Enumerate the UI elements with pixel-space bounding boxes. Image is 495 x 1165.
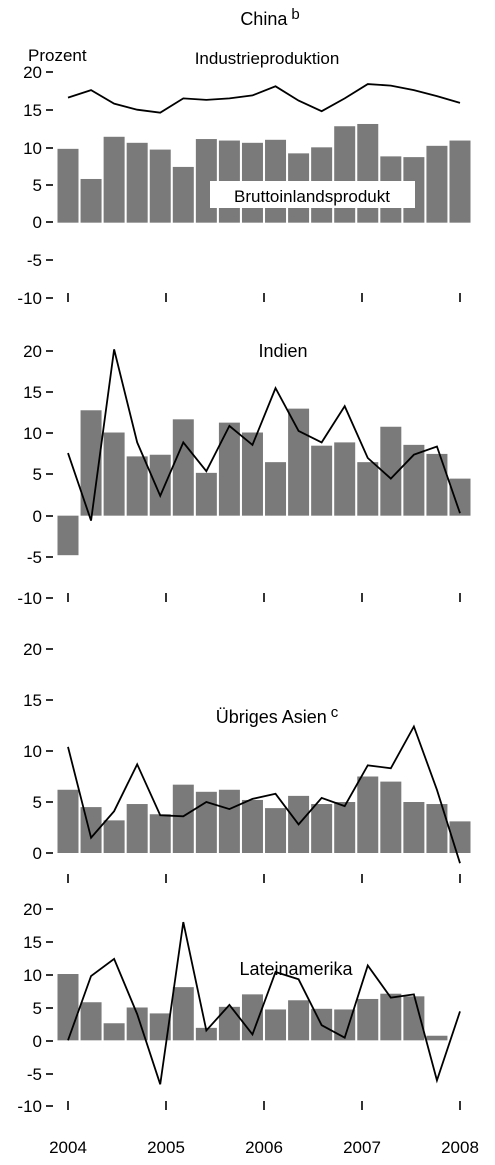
x-year-label: 2008 xyxy=(441,1138,479,1157)
y-tick-label: 15 xyxy=(23,383,42,402)
x-year-label: 2007 xyxy=(343,1138,381,1157)
gdp-bar xyxy=(173,419,194,515)
gdp-bar xyxy=(196,792,217,853)
y-tick-label: 5 xyxy=(33,999,42,1018)
y-tick-label: -10 xyxy=(17,1097,42,1116)
gdp-bar xyxy=(357,999,378,1040)
panel-title: Indien xyxy=(258,341,307,361)
gdp-bar xyxy=(265,808,286,853)
gdp-bar xyxy=(150,455,171,516)
panel-title-superscript: b xyxy=(291,6,299,23)
x-year-label: 2006 xyxy=(245,1138,283,1157)
y-tick-label: 15 xyxy=(23,101,42,120)
x-year-label: 2005 xyxy=(147,1138,185,1157)
gdp-bar xyxy=(334,802,355,853)
y-tick-label: 0 xyxy=(33,507,42,526)
panel-title-superscript: c xyxy=(331,704,339,721)
gdp-bar xyxy=(150,150,171,223)
gdp-bar xyxy=(104,820,125,853)
y-tick-label: 10 xyxy=(23,966,42,985)
gdp-bar xyxy=(426,146,447,223)
gdp-bar xyxy=(403,802,424,853)
gdp-bar xyxy=(196,473,217,516)
panel-title: Lateinamerika xyxy=(239,959,353,979)
gdp-bar xyxy=(426,1036,447,1041)
gdp-bar xyxy=(380,994,401,1041)
gdp-bar xyxy=(450,141,471,223)
gdp-bar xyxy=(357,462,378,516)
gdp-bar xyxy=(219,423,240,516)
gdp-bar xyxy=(334,442,355,515)
gdp-bar xyxy=(127,804,148,853)
gdp-bar xyxy=(450,479,471,516)
y-tick-label: 0 xyxy=(33,213,42,232)
y-tick-label: -5 xyxy=(27,548,42,567)
y-tick-label: 10 xyxy=(23,139,42,158)
y-tick-label: 10 xyxy=(23,424,42,443)
gdp-bar xyxy=(196,139,217,223)
gdp-bar xyxy=(104,1023,125,1040)
gdp-bar xyxy=(173,167,194,223)
gdp-bar xyxy=(58,974,79,1040)
x-year-label: 2004 xyxy=(49,1138,87,1157)
gdp-bar xyxy=(265,462,286,516)
gdp-bar xyxy=(219,790,240,853)
y-tick-label: -10 xyxy=(17,589,42,608)
y-tick-label: 5 xyxy=(33,793,42,812)
gdp-bar xyxy=(81,1002,102,1040)
gdp-bar xyxy=(127,143,148,223)
y-tick-label: 5 xyxy=(33,176,42,195)
y-tick-label: 5 xyxy=(33,465,42,484)
gdp-bar xyxy=(311,804,332,853)
gdp-bar xyxy=(58,790,79,853)
y-tick-label: 0 xyxy=(33,1032,42,1051)
y-tick-label: 0 xyxy=(33,844,42,863)
y-tick-label: 20 xyxy=(23,342,42,361)
gdp-bar xyxy=(81,179,102,223)
y-tick-label: -10 xyxy=(17,289,42,308)
gdp-bar xyxy=(104,137,125,223)
series-label-gdp: Bruttoinlandsprodukt xyxy=(234,187,390,206)
gdp-bar xyxy=(58,149,79,223)
gdp-bar xyxy=(357,777,378,854)
gdp-bar xyxy=(173,785,194,853)
gdp-bar xyxy=(104,433,125,516)
y-tick-label: 15 xyxy=(23,933,42,952)
gdp-bar xyxy=(150,814,171,853)
y-tick-label: 20 xyxy=(23,640,42,659)
units-label: Prozent xyxy=(28,46,87,65)
gdp-bar xyxy=(426,454,447,516)
y-tick-label: -5 xyxy=(27,251,42,270)
gdp-bar xyxy=(334,126,355,222)
y-tick-label: 10 xyxy=(23,742,42,761)
gdp-bar xyxy=(288,1000,309,1040)
industry-line xyxy=(68,84,460,113)
series-label-industry: Industrieproduktion xyxy=(195,49,340,68)
gdp-bar xyxy=(311,446,332,516)
gdp-bar xyxy=(173,987,194,1040)
y-tick-label: -5 xyxy=(27,1065,42,1084)
gdp-bar xyxy=(58,516,79,556)
gdp-bar xyxy=(127,456,148,515)
gdp-bar xyxy=(242,800,263,853)
gdp-bar xyxy=(265,1009,286,1040)
gdp-bar xyxy=(380,782,401,853)
y-tick-label: 20 xyxy=(23,900,42,919)
y-tick-label: 15 xyxy=(23,691,42,710)
gdp-bar xyxy=(403,996,424,1040)
y-tick-label: 20 xyxy=(23,63,42,82)
gdp-bar xyxy=(288,409,309,516)
